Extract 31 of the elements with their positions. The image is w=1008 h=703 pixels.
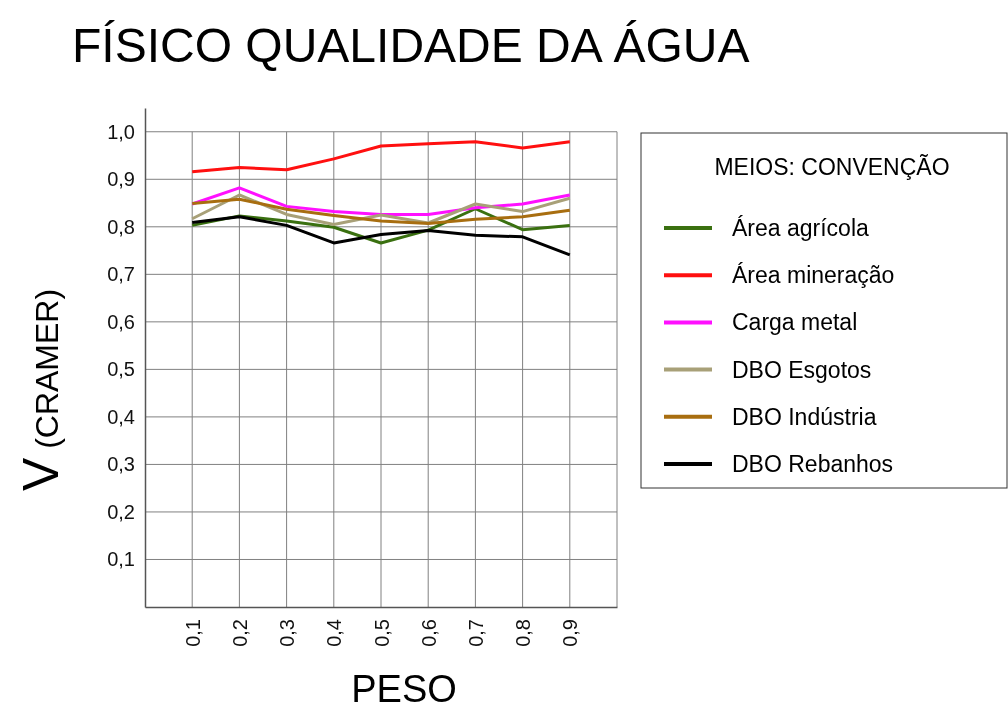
- x-tick-label: 0,4: [323, 619, 346, 647]
- y-tick-label: 0,8: [107, 215, 135, 238]
- legend-label: Área mineração: [732, 262, 895, 289]
- y-tick-label: 0,2: [107, 500, 135, 523]
- x-axis-title: PESO: [351, 668, 457, 703]
- x-tick-label: 0,1: [181, 619, 204, 647]
- legend-label: Área agrícola: [732, 215, 870, 241]
- y-tick-label: 0,5: [107, 358, 135, 381]
- y-tick-label: 0,6: [107, 310, 135, 333]
- y-tick-label: 0,9: [107, 168, 135, 191]
- x-tick-label: 0,3: [276, 619, 299, 647]
- y-tick-label: 1,0: [107, 120, 135, 143]
- x-tick-label: 0,7: [464, 619, 487, 647]
- x-tick-label: 0,5: [370, 619, 393, 647]
- legend-label: DBO Esgotos: [732, 356, 872, 383]
- x-tick-label: 0,2: [228, 619, 251, 647]
- chart-title: FÍSICO QUALIDADE DA ÁGUA: [72, 19, 750, 72]
- line-series: [190, 140, 572, 174]
- legend-label: Carga metal: [732, 309, 858, 336]
- y-tick-label: 0,7: [107, 263, 135, 286]
- x-tick-label: 0,9: [559, 619, 582, 647]
- legend-title: MEIOS: CONVENÇÃO: [714, 154, 950, 180]
- y-tick-label: 0,1: [107, 548, 135, 571]
- x-tick-label: 0,6: [417, 619, 440, 647]
- y-tick-label: 0,4: [107, 405, 135, 428]
- y-axis-title: V (CRAMER): [13, 288, 69, 492]
- legend-label: DBO Rebanhos: [732, 451, 894, 477]
- line-series: [190, 215, 572, 257]
- legend-label: DBO Indústria: [732, 403, 877, 430]
- y-tick-label: 0,3: [107, 453, 135, 476]
- x-tick-label: 0,8: [512, 619, 535, 647]
